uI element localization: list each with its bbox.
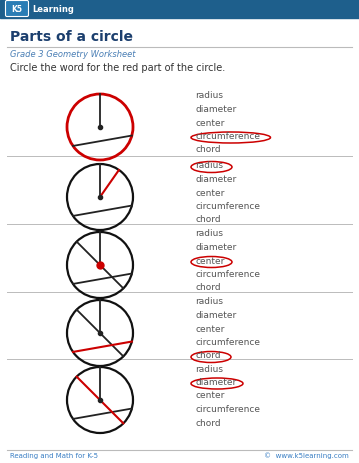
Text: diameter: diameter [195,311,236,320]
Text: center: center [195,325,224,333]
Text: Circle the word for the red part of the circle.: Circle the word for the red part of the … [10,63,225,73]
Text: chord: chord [195,283,221,293]
Text: center: center [195,392,224,400]
Text: Parts of a circle: Parts of a circle [10,30,133,44]
Text: circumference: circumference [195,202,260,211]
Text: chord: chord [195,419,221,427]
Bar [0,0,359,18]
Text: center: center [195,257,224,265]
Text: chord: chord [195,145,221,155]
Text: center: center [195,119,224,127]
Text: Grade 3 Geometry Worksheet: Grade 3 Geometry Worksheet [10,50,135,59]
Text: chord: chord [195,351,221,361]
Text: circumference: circumference [195,270,260,279]
Text: circumference: circumference [195,405,260,414]
Text: diameter: diameter [195,105,236,114]
Text: chord: chord [195,215,221,225]
Text: diameter: diameter [195,378,236,387]
Text: radius: radius [195,364,223,374]
Text: diameter: diameter [195,243,236,252]
Text: radius: radius [195,162,223,170]
Text: diameter: diameter [195,175,236,184]
Text: circumference: circumference [195,338,260,347]
Text: K5: K5 [11,5,23,13]
Text: Learning: Learning [32,5,74,13]
Text: Reading and Math for K-5: Reading and Math for K-5 [10,453,98,459]
Text: radius: radius [195,230,223,238]
Text: radius: radius [195,92,223,100]
Text: circumference: circumference [195,132,260,141]
Text: ©  www.k5learning.com: © www.k5learning.com [264,453,349,459]
FancyBboxPatch shape [5,0,28,17]
Text: center: center [195,188,224,198]
Text: radius: radius [195,298,223,307]
